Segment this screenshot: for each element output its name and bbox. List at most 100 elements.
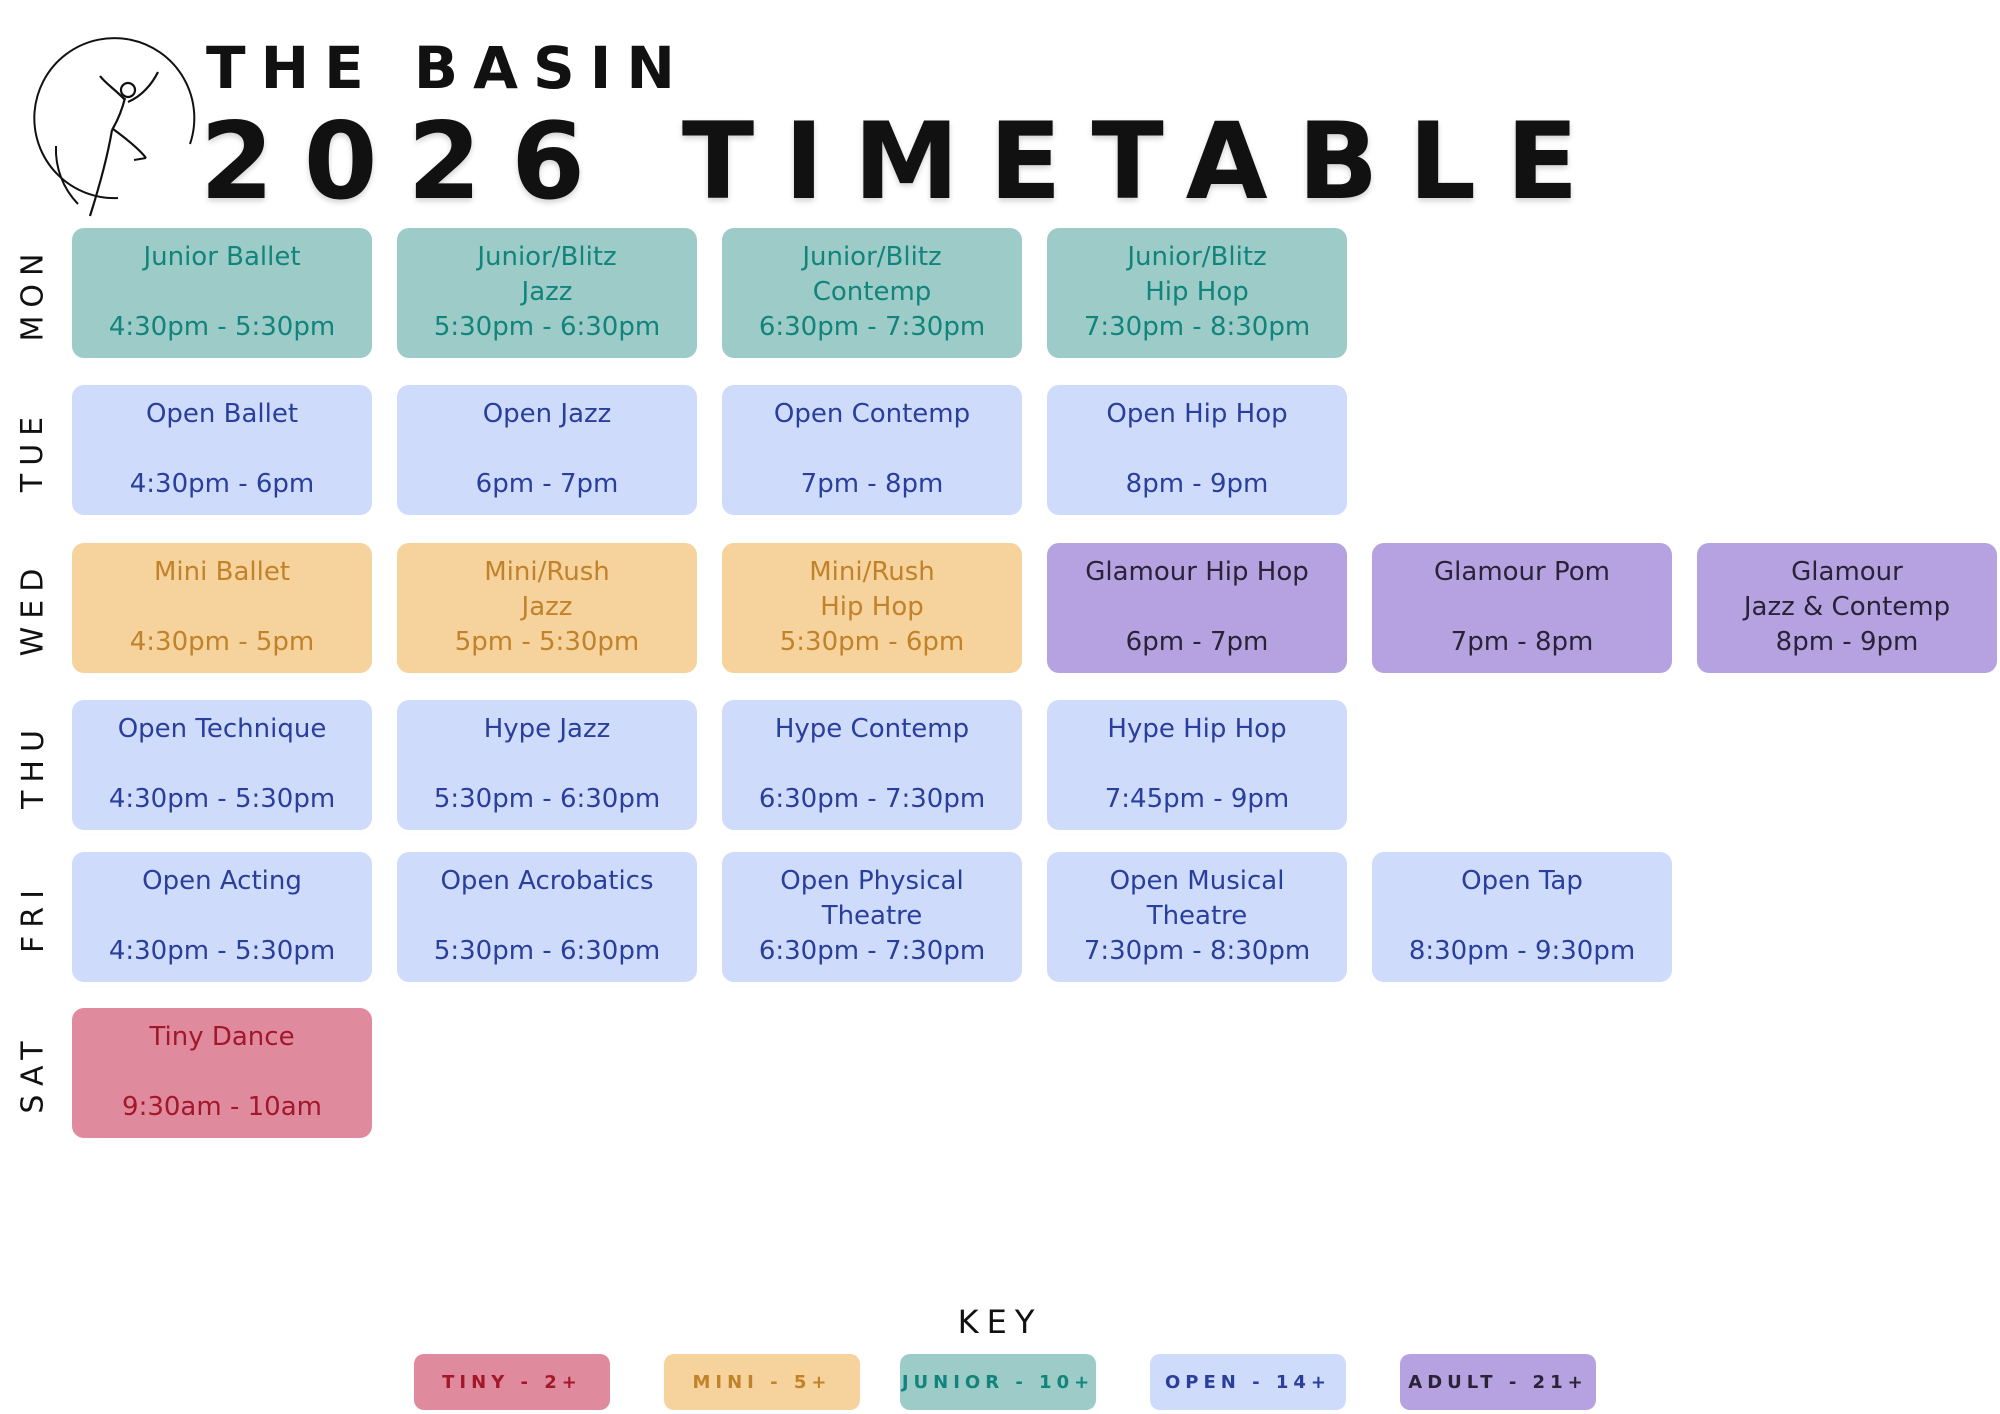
class-name: Junior/Blitz — [477, 242, 617, 272]
day-label-tue: TUE — [8, 385, 58, 515]
day-label-wed: WED — [8, 543, 58, 673]
class-name: Glamour Pom — [1434, 557, 1610, 587]
class-card-junior[interactable]: Junior/Blitz Contemp 6:30pm - 7:30pm — [722, 228, 1022, 358]
dancer-logo-icon — [33, 37, 196, 217]
day-label-thu: THU — [8, 700, 58, 830]
class-name: Open Ballet — [145, 399, 299, 429]
class-time: 7pm - 8pm — [800, 469, 944, 499]
class-card-tiny[interactable]: Tiny Dance 9:30am - 10am — [72, 1008, 372, 1138]
class-time: 6:30pm - 7:30pm — [758, 936, 986, 966]
class-time: 5:30pm - 6:30pm — [433, 784, 661, 814]
class-card-open[interactable]: Open Musical Theatre 7:30pm - 8:30pm — [1047, 852, 1347, 982]
key-item-adult: ADULT - 21+ — [1400, 1354, 1596, 1410]
class-card-open[interactable]: Open Hip Hop 8pm - 9pm — [1047, 385, 1347, 515]
class-card-junior[interactable]: Junior Ballet 4:30pm - 5:30pm — [72, 228, 372, 358]
class-name: Open Contemp — [773, 399, 971, 429]
day-label-text: SAT — [15, 1032, 51, 1114]
day-label-text: MON — [15, 245, 51, 341]
key-item-mini: MINI - 5+ — [664, 1354, 860, 1410]
class-name: Junior/Blitz — [802, 242, 942, 272]
class-name: Open Musical — [1109, 866, 1285, 896]
class-card-open[interactable]: Hype Contemp 6:30pm - 7:30pm — [722, 700, 1022, 830]
class-time: 7:45pm - 9pm — [1104, 784, 1290, 814]
class-name: Hype Hip Hop — [1107, 714, 1287, 744]
key-item-open: OPEN - 14+ — [1150, 1354, 1346, 1410]
class-time: 8:30pm - 9:30pm — [1408, 936, 1636, 966]
class-card-open[interactable]: Open Contemp 7pm - 8pm — [722, 385, 1022, 515]
day-label-mon: MON — [8, 228, 58, 358]
class-time: 4:30pm - 5:30pm — [108, 312, 336, 342]
class-name: Open Physical — [780, 866, 964, 896]
class-time: 5:30pm - 6:30pm — [433, 312, 661, 342]
class-card-adult[interactable]: Glamour Hip Hop 6pm - 7pm — [1047, 543, 1347, 673]
class-name: Open Acrobatics — [440, 866, 654, 896]
class-card-open[interactable]: Open Physical Theatre 6:30pm - 7:30pm — [722, 852, 1022, 982]
class-name: Tiny Dance — [149, 1022, 295, 1052]
day-label-sat: SAT — [8, 1008, 58, 1138]
class-time: 5pm - 5:30pm — [454, 627, 640, 657]
class-time: 6:30pm - 7:30pm — [758, 312, 986, 342]
class-subname: Contemp — [812, 277, 932, 307]
class-time: 5:30pm - 6:30pm — [433, 936, 661, 966]
day-label-text: WED — [15, 560, 51, 656]
class-name: Mini/Rush — [809, 557, 935, 587]
class-card-junior[interactable]: Junior/Blitz Hip Hop 7:30pm - 8:30pm — [1047, 228, 1347, 358]
class-name: Open Technique — [117, 714, 327, 744]
class-subname: Theatre — [1146, 901, 1248, 931]
class-time: 7pm - 8pm — [1450, 627, 1594, 657]
class-time: 4:30pm - 5pm — [129, 627, 315, 657]
day-label-fri: FRI — [8, 852, 58, 982]
class-card-open[interactable]: Open Jazz 6pm - 7pm — [397, 385, 697, 515]
class-card-mini[interactable]: Mini Ballet 4:30pm - 5pm — [72, 543, 372, 673]
class-subname: Jazz — [521, 592, 573, 622]
class-subname: Theatre — [821, 901, 923, 931]
class-time: 4:30pm - 5:30pm — [108, 784, 336, 814]
class-time: 6pm - 7pm — [475, 469, 619, 499]
class-name: Junior Ballet — [143, 242, 301, 272]
class-time: 5:30pm - 6pm — [779, 627, 965, 657]
class-subname: Jazz & Contemp — [1743, 592, 1951, 622]
class-card-open[interactable]: Open Acrobatics 5:30pm - 6:30pm — [397, 852, 697, 982]
class-time: 8pm - 9pm — [1775, 627, 1919, 657]
class-card-adult[interactable]: Glamour Jazz & Contemp 8pm - 9pm — [1697, 543, 1997, 673]
class-time: 4:30pm - 6pm — [129, 469, 315, 499]
class-card-open[interactable]: Hype Jazz 5:30pm - 6:30pm — [397, 700, 697, 830]
key-item-junior: JUNIOR - 10+ — [900, 1354, 1096, 1410]
class-card-open[interactable]: Open Acting 4:30pm - 5:30pm — [72, 852, 372, 982]
class-time: 7:30pm - 8:30pm — [1083, 936, 1311, 966]
class-card-junior[interactable]: Junior/Blitz Jazz 5:30pm - 6:30pm — [397, 228, 697, 358]
class-name: Mini/Rush — [484, 557, 610, 587]
class-time: 9:30am - 10am — [122, 1092, 322, 1122]
class-time: 8pm - 9pm — [1125, 469, 1269, 499]
class-card-open[interactable]: Open Technique 4:30pm - 5:30pm — [72, 700, 372, 830]
class-card-mini[interactable]: Mini/Rush Hip Hop 5:30pm - 6pm — [722, 543, 1022, 673]
page-title: 2026 TIMETABLE — [200, 100, 1609, 223]
class-name: Hype Jazz — [483, 714, 611, 744]
day-label-text: FRI — [15, 881, 51, 953]
class-subname: Hip Hop — [820, 592, 924, 622]
class-name: Glamour Hip Hop — [1085, 557, 1309, 587]
class-name: Hype Contemp — [774, 714, 970, 744]
class-name: Open Hip Hop — [1106, 399, 1288, 429]
class-name: Mini Ballet — [153, 557, 291, 587]
class-subname: Hip Hop — [1145, 277, 1249, 307]
class-name: Junior/Blitz — [1127, 242, 1267, 272]
class-name: Open Acting — [142, 866, 302, 896]
class-time: 7:30pm - 8:30pm — [1083, 312, 1311, 342]
class-name: Open Tap — [1461, 866, 1583, 896]
class-time: 6:30pm - 7:30pm — [758, 784, 986, 814]
class-card-adult[interactable]: Glamour Pom 7pm - 8pm — [1372, 543, 1672, 673]
brand-name: THE BASIN — [206, 34, 690, 102]
class-card-open[interactable]: Hype Hip Hop 7:45pm - 9pm — [1047, 700, 1347, 830]
class-card-mini[interactable]: Mini/Rush Jazz 5pm - 5:30pm — [397, 543, 697, 673]
class-card-open[interactable]: Open Tap 8:30pm - 9:30pm — [1372, 852, 1672, 982]
class-name: Glamour — [1791, 557, 1903, 587]
day-label-text: THU — [15, 721, 51, 809]
day-label-text: TUE — [15, 408, 51, 492]
key-title: KEY — [957, 1303, 1043, 1341]
key-item-tiny: TINY - 2+ — [414, 1354, 610, 1410]
class-time: 4:30pm - 5:30pm — [108, 936, 336, 966]
class-name: Open Jazz — [482, 399, 612, 429]
class-subname: Jazz — [521, 277, 573, 307]
class-card-open[interactable]: Open Ballet 4:30pm - 6pm — [72, 385, 372, 515]
